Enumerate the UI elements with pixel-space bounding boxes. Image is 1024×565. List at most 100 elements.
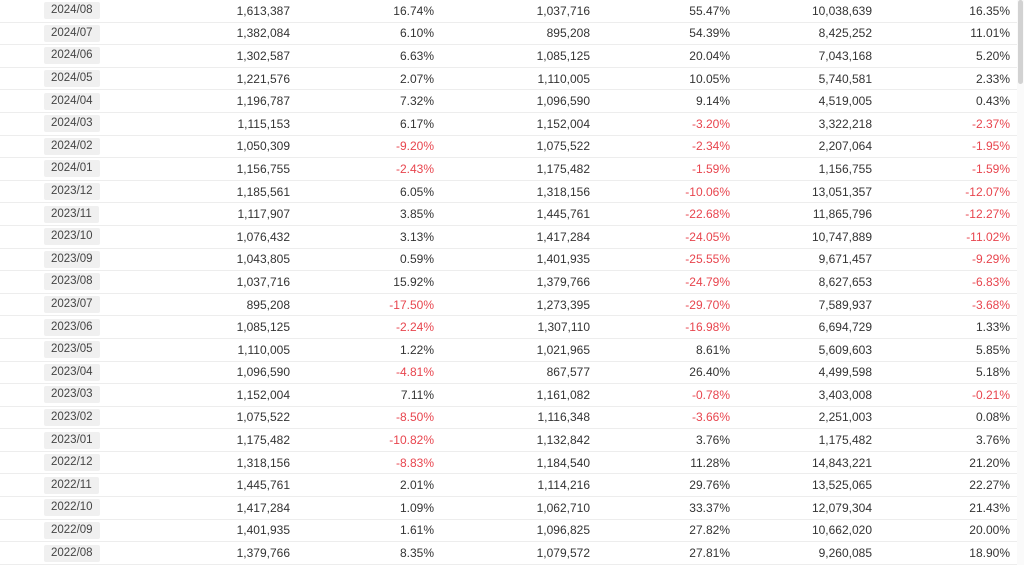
value-cell-3: 10,662,020	[811, 523, 872, 538]
table-row: 2022/11 1,445,761 2.01% 1,114,216 29.76%…	[0, 474, 1024, 498]
percent-cell-2: -24.79%	[685, 274, 730, 289]
percent-cell-2: -3.66%	[691, 410, 730, 425]
value-cell-3: 14,843,221	[811, 455, 872, 470]
value-cell-2: 1,110,005	[537, 71, 591, 86]
value-cell-1: 1,613,387	[236, 3, 290, 18]
percent-cell-3: 16.35%	[969, 3, 1010, 18]
percent-cell-3: -0.21%	[971, 387, 1010, 402]
value-cell-3: 7,043,168	[818, 48, 872, 63]
table-row: 2024/05 1,221,576 2.07% 1,110,005 10.05%…	[0, 67, 1024, 91]
percent-cell-1: -9.20%	[395, 139, 434, 154]
value-cell-3: 13,051,357	[811, 184, 872, 199]
table-row: 2023/02 1,075,522 -8.50% 1,116,348 -3.66…	[0, 406, 1024, 430]
value-cell-2: 1,075,522	[536, 139, 590, 154]
month-label: 2023/09	[44, 250, 100, 268]
month-label: 2024/04	[44, 92, 100, 110]
percent-cell-2: 20.04%	[689, 48, 730, 63]
value-cell-1: 1,096,590	[236, 365, 290, 380]
table-row: 2024/03 1,115,153 6.17% 1,152,004 -3.20%…	[0, 112, 1024, 136]
percent-cell-1: 2.07%	[399, 71, 434, 86]
percent-cell-2: 27.81%	[689, 546, 730, 561]
table-row: 2024/01 1,156,755 -2.43% 1,175,482 -1.59…	[0, 158, 1024, 181]
value-cell-1: 1,076,432	[236, 229, 290, 244]
table-row: 2023/05 1,110,005 1.22% 1,021,965 8.61% …	[0, 338, 1024, 362]
percent-cell-1: 15.92%	[393, 274, 434, 289]
table-row: 2022/09 1,401,935 1.61% 1,096,825 27.82%…	[0, 519, 1024, 543]
value-cell-3: 3,322,218	[818, 116, 872, 131]
percent-cell-2: 8.61%	[695, 342, 730, 357]
value-cell-2: 1,307,110	[537, 320, 591, 335]
percent-cell-2: 9.14%	[695, 94, 730, 109]
percent-cell-2: -16.98%	[685, 320, 730, 335]
month-cell: 2023/12	[0, 183, 110, 201]
value-cell-3: 11,865,796	[812, 207, 872, 222]
percent-cell-2: -1.59%	[691, 161, 730, 176]
month-label: 2024/01	[44, 160, 100, 178]
value-cell-3: 8,627,653	[818, 274, 872, 289]
value-cell-1: 1,075,522	[236, 410, 290, 425]
month-cell: 2023/11	[0, 205, 110, 223]
table-row: 2022/08 1,379,766 8.35% 1,079,572 27.81%…	[0, 542, 1024, 565]
percent-cell-2: -0.78%	[691, 387, 730, 402]
percent-cell-1: -8.83%	[395, 455, 434, 470]
month-label: 2024/02	[44, 137, 100, 155]
percent-cell-3: -11.02%	[966, 229, 1010, 244]
scrollbar-thumb[interactable]	[1018, 0, 1023, 84]
table-row: 2023/08 1,037,716 15.92% 1,379,766 -24.7…	[0, 271, 1024, 294]
month-label: 2024/08	[44, 2, 100, 20]
percent-cell-2: 29.76%	[689, 478, 730, 493]
value-cell-2: 1,184,540	[536, 455, 590, 470]
percent-cell-1: 0.59%	[399, 252, 434, 267]
percent-cell-2: -29.70%	[685, 297, 730, 312]
percent-cell-2: 55.47%	[689, 3, 730, 18]
scrollbar[interactable]	[1017, 0, 1024, 565]
percent-cell-1: 7.11%	[400, 387, 434, 402]
percent-cell-3: -6.83%	[971, 274, 1010, 289]
percent-cell-2: 10.05%	[689, 71, 730, 86]
value-cell-1: 1,115,153	[237, 116, 291, 131]
table-row: 2023/12 1,185,561 6.05% 1,318,156 -10.06…	[0, 180, 1024, 204]
percent-cell-3: 1.33%	[975, 320, 1010, 335]
value-cell-3: 4,519,005	[818, 94, 872, 109]
value-cell-2: 1,096,825	[536, 523, 590, 538]
percent-cell-1: 6.10%	[399, 26, 434, 41]
table-row: 2024/02 1,050,309 -9.20% 1,075,522 -2.34…	[0, 135, 1024, 159]
value-cell-2: 1,161,082	[536, 387, 590, 402]
percent-cell-3: -3.68%	[971, 297, 1010, 312]
month-label: 2024/06	[44, 47, 100, 65]
percent-cell-3: 20.00%	[969, 523, 1010, 538]
value-cell-2: 1,175,482	[536, 161, 590, 176]
value-cell-1: 1,085,125	[236, 320, 290, 335]
value-cell-3: 5,740,581	[818, 71, 872, 86]
percent-cell-2: 3.76%	[695, 433, 730, 448]
percent-cell-1: 3.13%	[399, 229, 434, 244]
percent-cell-3: 3.76%	[975, 433, 1010, 448]
percent-cell-2: -25.55%	[685, 252, 730, 267]
table-row: 2024/07 1,382,084 6.10% 895,208 54.39% 8…	[0, 22, 1024, 46]
table-row: 2023/11 1,117,907 3.85% 1,445,761 -22.68…	[0, 203, 1024, 226]
value-cell-3: 10,747,889	[811, 229, 872, 244]
percent-cell-3: 2.33%	[975, 71, 1010, 86]
value-cell-3: 5,609,603	[818, 342, 872, 357]
month-label: 2023/12	[44, 183, 100, 201]
value-cell-3: 13,525,065	[811, 478, 872, 493]
percent-cell-3: -12.07%	[965, 184, 1010, 199]
value-cell-2: 1,079,572	[536, 546, 590, 561]
percent-cell-2: 33.37%	[689, 500, 730, 515]
percent-cell-3: 5.18%	[975, 365, 1010, 380]
month-cell: 2022/08	[0, 544, 110, 562]
percent-cell-1: 6.17%	[399, 116, 434, 131]
value-cell-1: 1,401,935	[236, 523, 290, 538]
month-cell: 2023/03	[0, 386, 110, 404]
value-cell-3: 4,499,598	[818, 365, 872, 380]
value-cell-2: 1,037,716	[536, 3, 590, 18]
table-row: 2023/06 1,085,125 -2.24% 1,307,110 -16.9…	[0, 316, 1024, 339]
table-row: 2023/09 1,043,805 0.59% 1,401,935 -25.55…	[0, 248, 1024, 272]
value-cell-2: 1,114,216	[537, 478, 591, 493]
value-cell-3: 8,425,252	[818, 26, 872, 41]
value-cell-1: 1,196,787	[236, 94, 290, 109]
percent-cell-2: -24.05%	[685, 229, 730, 244]
value-cell-1: 1,037,716	[236, 274, 290, 289]
value-cell-3: 7,589,937	[818, 297, 872, 312]
month-label: 2022/08	[44, 544, 100, 562]
